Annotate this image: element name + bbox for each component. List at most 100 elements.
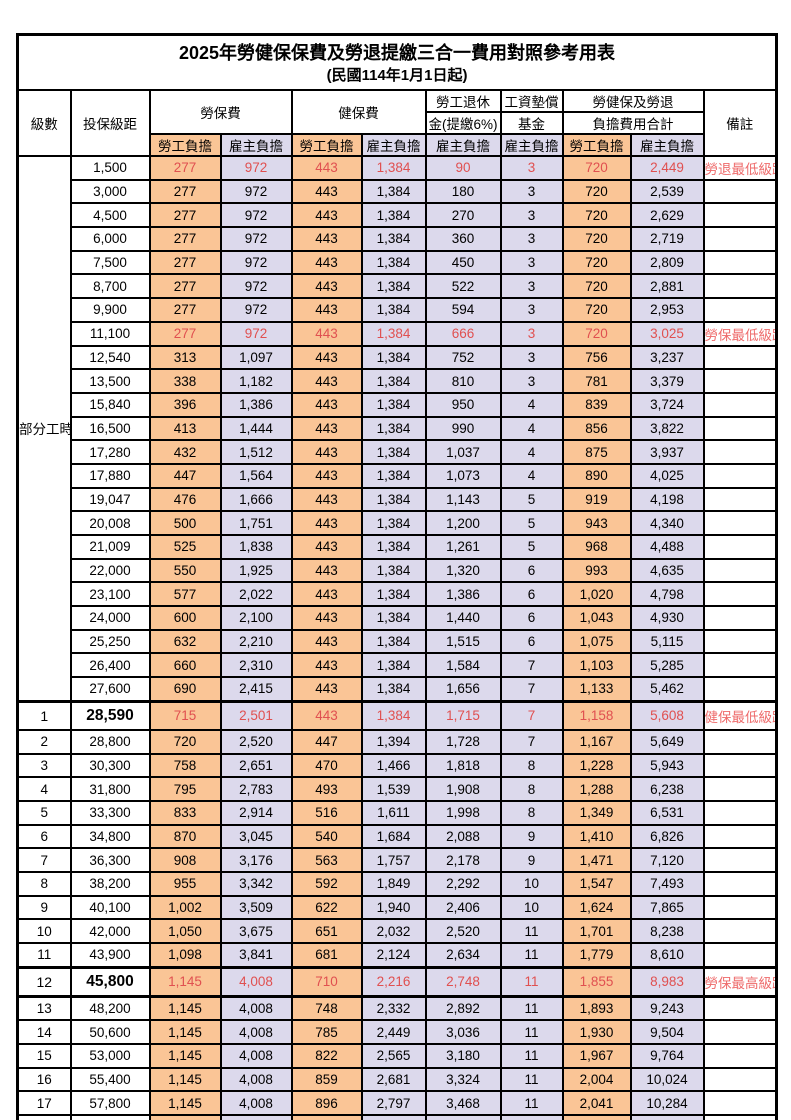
- total-employee-cell: 1,288: [561, 776, 632, 802]
- health-employee-cell: 443: [290, 226, 363, 252]
- labor-employer-cell: 3,509: [219, 894, 293, 921]
- total-employee-cell: 993: [561, 557, 632, 584]
- health-employee-cell: 443: [290, 415, 363, 442]
- labor-employer-cell: 1,512: [219, 439, 293, 465]
- bracket-cell: 21,009: [69, 534, 151, 560]
- labor-employer-cell: 2,520: [219, 728, 293, 755]
- table-row: 21,009 525 1,838 443 1,384 1,261 5 968 4…: [18, 534, 778, 560]
- wage-fund-employer-cell: 9: [499, 847, 564, 873]
- total-employer-cell: 3,379: [629, 368, 705, 394]
- wage-fund-employer-cell: 4: [499, 462, 564, 489]
- col-header-remark: 備註: [702, 89, 778, 157]
- wage-fund-employer-cell: 10: [499, 870, 564, 897]
- health-employer-cell: 1,940: [360, 894, 427, 921]
- table-row: 2 28,800 720 2,520 447 1,394 1,728 7 1,1…: [16, 728, 778, 755]
- health-employee-cell: 443: [290, 676, 363, 703]
- bracket-cell: 27,600: [69, 676, 151, 703]
- subheader-wage-fund-employer: 雇主負擔: [499, 133, 564, 157]
- labor-employee-cell: 715: [148, 699, 222, 731]
- health-employer-cell: 1,384: [360, 249, 427, 276]
- health-employer-cell: 1,384: [360, 652, 427, 679]
- bracket-cell: 23,100: [69, 581, 151, 608]
- table-row: 16 55,400 1,145 4,008 859 2,681 3,324 11…: [16, 1066, 778, 1093]
- wage-fund-employer-cell: 3: [499, 155, 564, 181]
- table-row: 4 31,800 795 2,783 493 1,539 1,908 8 1,2…: [16, 776, 778, 802]
- wage-fund-employer-cell: 3: [499, 297, 564, 323]
- pension-employer-cell: 1,143: [424, 486, 502, 513]
- total-employee-cell: 1,471: [561, 847, 632, 873]
- health-employee-cell: 443: [290, 155, 363, 181]
- table-row: 6,000 277 972 443 1,384 360 3 720 2,719: [18, 226, 778, 252]
- wage-fund-employer-cell: 3: [499, 226, 564, 252]
- wage-fund-employer-cell: 4: [499, 415, 564, 442]
- table-body: 部分工時 1,500 277 972 443 1,384 90 3 720 2,…: [16, 154, 778, 1120]
- total-employee-cell: 943: [561, 510, 632, 536]
- remark-cell: [702, 581, 778, 608]
- remark-cell: [702, 510, 778, 536]
- bracket-cell: 42,000: [69, 918, 151, 944]
- health-employee-cell: 493: [290, 776, 363, 802]
- table-row: 15,840 396 1,386 443 1,384 950 4 839 3,7…: [18, 391, 778, 418]
- total-employee-cell: 1,855: [561, 965, 632, 998]
- table-row: 13 48,200 1,145 4,008 748 2,332 2,892 11…: [16, 995, 778, 1022]
- labor-employee-cell: 833: [148, 799, 222, 826]
- labor-employer-cell: 1,097: [219, 344, 293, 371]
- level-cell: 7: [16, 847, 72, 873]
- remark-cell: [702, 628, 778, 655]
- health-employee-cell: 681: [290, 941, 363, 969]
- remark-cell: [702, 297, 778, 323]
- labor-employee-cell: 1,145: [148, 1066, 222, 1093]
- labor-employee-cell: 313: [148, 344, 222, 371]
- bracket-cell: 30,300: [69, 752, 151, 779]
- health-employer-cell: 1,384: [360, 178, 427, 205]
- col-header-wage-fund-line1: 工資墊償: [499, 89, 564, 113]
- pension-employer-cell: 1,515: [424, 628, 502, 655]
- subheader-total-employee: 勞工負擔: [561, 133, 632, 157]
- col-header-pension-line2: 金(提繳6%): [424, 111, 502, 135]
- labor-employee-cell: 1,002: [148, 894, 222, 921]
- labor-employer-cell: 4,008: [219, 965, 293, 998]
- bracket-cell: 8,700: [69, 273, 151, 300]
- pension-employer-cell: 180: [424, 178, 502, 205]
- health-employee-cell: 443: [290, 462, 363, 489]
- labor-employer-cell: 1,751: [219, 510, 293, 536]
- remark-cell: [702, 776, 778, 802]
- labor-employee-cell: 1,050: [148, 918, 222, 944]
- health-employer-cell: 2,124: [360, 941, 427, 969]
- labor-employer-cell: 2,210: [219, 628, 293, 655]
- remark-cell: [702, 178, 778, 205]
- labor-employer-cell: 972: [219, 297, 293, 323]
- health-employee-cell: 470: [290, 752, 363, 779]
- bracket-cell: 45,800: [69, 965, 151, 998]
- health-employer-cell: 1,384: [360, 368, 427, 394]
- pension-employer-cell: 810: [424, 368, 502, 394]
- total-employee-cell: 1,020: [561, 581, 632, 608]
- health-employee-cell: 516: [290, 799, 363, 826]
- total-employee-cell: 1,228: [561, 752, 632, 779]
- total-employer-cell: 2,539: [629, 178, 705, 205]
- labor-employer-cell: 972: [219, 155, 293, 181]
- wage-fund-employer-cell: 5: [499, 534, 564, 560]
- pension-employer-cell: 1,440: [424, 605, 502, 631]
- total-employer-cell: 5,608: [629, 699, 705, 731]
- remark-cell: [702, 847, 778, 873]
- col-header-level: 級數: [16, 89, 72, 157]
- wage-fund-employer-cell: 6: [499, 628, 564, 655]
- labor-employer-cell: 4,008: [219, 1090, 293, 1117]
- total-employee-cell: 875: [561, 439, 632, 465]
- bracket-cell: 33,300: [69, 799, 151, 826]
- labor-employer-cell: 1,925: [219, 557, 293, 584]
- total-employee-cell: 1,410: [561, 823, 632, 850]
- table-row: 23,100 577 2,022 443 1,384 1,386 6 1,020…: [18, 581, 778, 608]
- remark-cell: [702, 391, 778, 418]
- health-employee-cell: 443: [290, 178, 363, 205]
- labor-employer-cell: 3,045: [219, 823, 293, 850]
- total-employer-cell: 4,025: [629, 462, 705, 489]
- total-employee-cell: 720: [561, 273, 632, 300]
- table-row: 11 43,900 1,098 3,841 681 2,124 2,634 11…: [16, 941, 778, 969]
- health-employer-cell: 1,384: [360, 486, 427, 513]
- table-row: 8 38,200 955 3,342 592 1,849 2,292 10 1,…: [16, 870, 778, 897]
- labor-employer-cell: 972: [219, 320, 293, 347]
- wage-fund-employer-cell: 8: [499, 752, 564, 779]
- total-employee-cell: 1,893: [561, 995, 632, 1022]
